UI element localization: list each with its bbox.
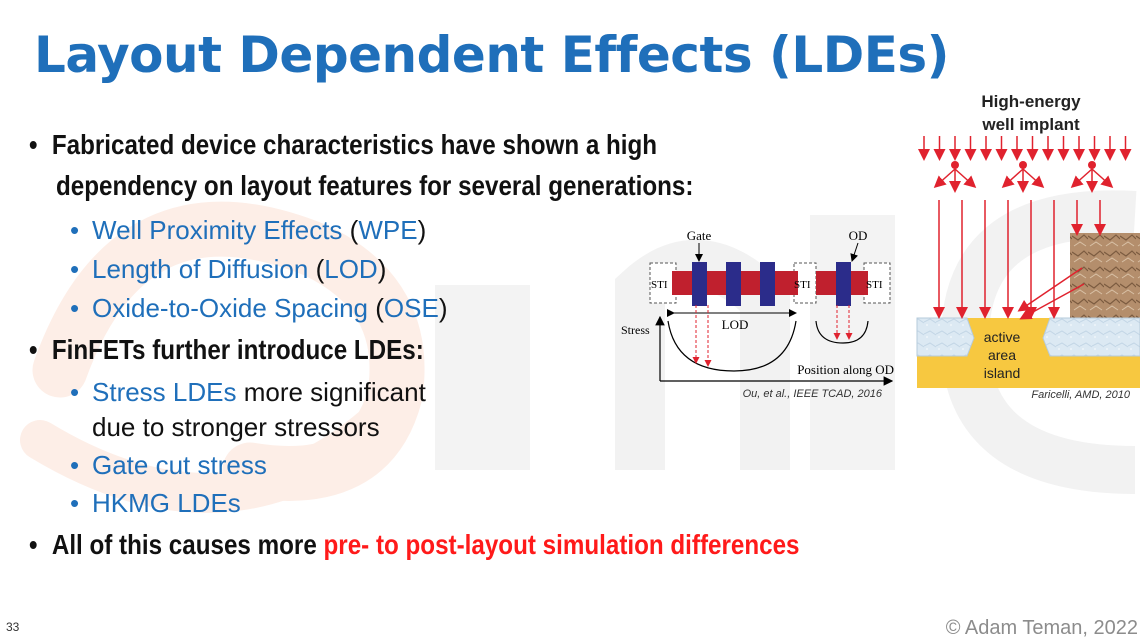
implant-title-line2: well implant	[981, 115, 1080, 134]
sub-bullet-stress-ldes-line2: due to stronger stressors	[92, 412, 380, 442]
bullet-text-line1: Fabricated device characteristics have s…	[51, 129, 658, 160]
page-number: 33	[6, 620, 20, 634]
photoresist-block	[1070, 233, 1140, 323]
island-label-line3: island	[984, 365, 1021, 381]
island-label-line2: area	[988, 347, 1016, 363]
island-label-line1: active	[984, 329, 1021, 345]
copyright: © Adam Teman, 2022	[945, 617, 1138, 639]
sti-label: STI	[794, 279, 811, 291]
sti-label: STI	[866, 279, 883, 291]
figure-caption: Ou, et al., IEEE TCAD, 2016	[743, 388, 883, 400]
gate-bar	[760, 262, 775, 306]
implant-arrows	[918, 136, 1132, 161]
lod-label: LOD	[722, 317, 749, 332]
sti-label: STI	[651, 279, 668, 291]
slide-title: Layout Dependent Effects (LDEs)	[34, 26, 950, 84]
sub-bullet-ose: • Oxide-to-Oxide Spacing (OSE)	[70, 293, 448, 323]
bullet-device-characteristics-line2: dependency on layout features for severa…	[56, 170, 694, 201]
gate-bar	[836, 262, 851, 306]
sub-bullet-hkmg: • HKMG LDEs	[70, 488, 241, 518]
well-implant-diagram: High-energy well implant active area isl…	[916, 92, 1140, 401]
implant-rays	[933, 200, 1106, 319]
gate-bar	[692, 262, 707, 306]
implant-title-line1: High-energy	[981, 92, 1081, 111]
position-axis-label: Position along OD	[797, 362, 894, 377]
figure-caption: Faricelli, AMD, 2010	[1031, 389, 1131, 401]
stress-curve	[815, 320, 869, 344]
bullet-simulation-differences: • All of this causes more pre- to post-l…	[28, 529, 800, 560]
od-label: OD	[849, 228, 868, 243]
lod-stress-diagram: Gate OD STI STI STI LOD Stress Position …	[621, 228, 894, 400]
sub-bullet-wpe: • Well Proximity Effects (WPE)	[70, 215, 427, 245]
stress-axis-label: Stress	[621, 323, 650, 337]
sub-bullet-stress-ldes: • Stress LDEs more significant	[70, 377, 426, 407]
gate-label: Gate	[687, 228, 712, 243]
stress-curve	[667, 320, 797, 372]
bullet-device-characteristics: • Fabricated device characteristics have…	[28, 129, 658, 160]
bullet-finfets: • FinFETs further introduce LDEs:	[28, 334, 424, 365]
sub-bullet-lod: • Length of Diffusion (LOD)	[70, 254, 387, 284]
gate-bar	[726, 262, 741, 306]
sub-bullet-gate-cut: • Gate cut stress	[70, 450, 267, 480]
